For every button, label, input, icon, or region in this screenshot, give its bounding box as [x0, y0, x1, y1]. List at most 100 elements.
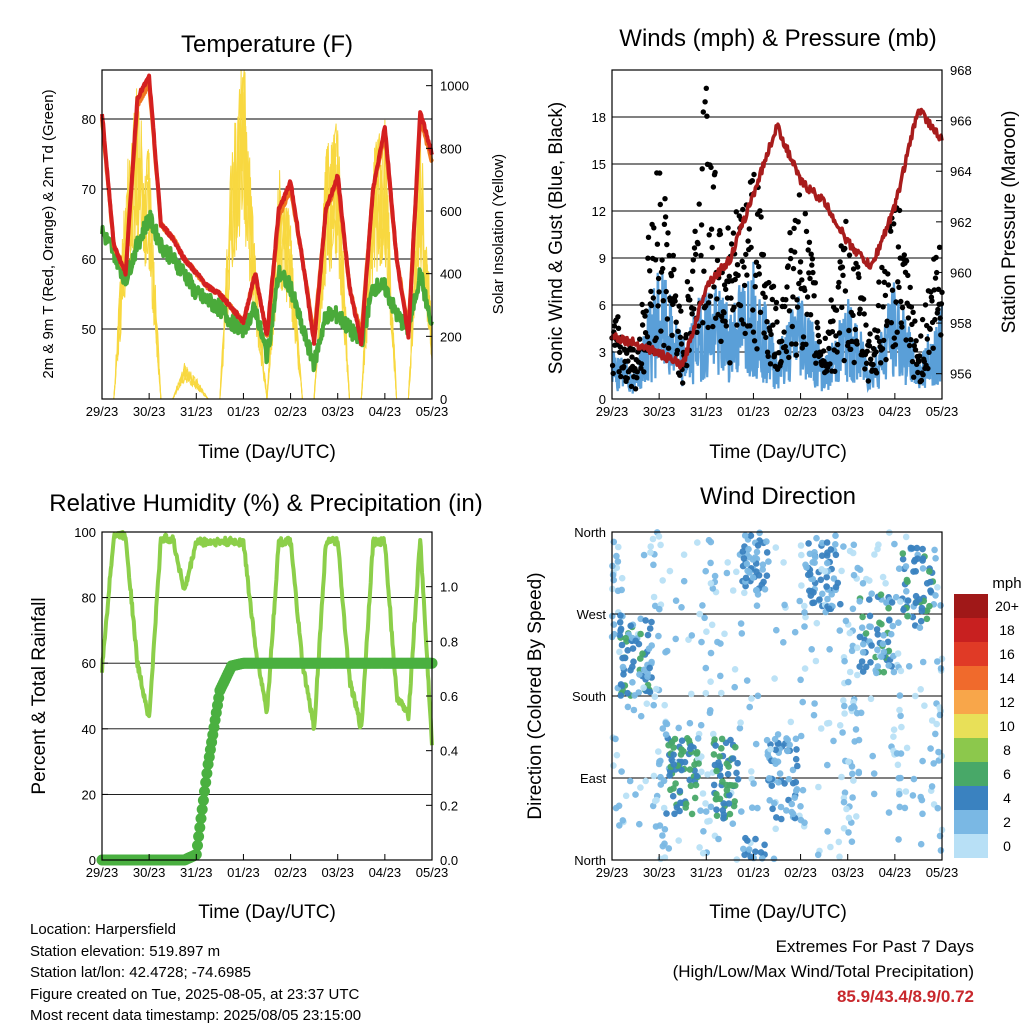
gust-point — [641, 369, 647, 375]
gust-point — [766, 279, 772, 286]
direction-point — [913, 544, 921, 552]
gust-point — [727, 360, 733, 366]
gust-point — [652, 257, 659, 263]
gust-point — [753, 259, 760, 265]
direction-point — [763, 572, 771, 579]
direction-point — [842, 617, 850, 625]
direction-point — [663, 647, 671, 655]
direction-point — [896, 692, 904, 699]
gust-point — [688, 286, 694, 292]
direction-point — [748, 804, 756, 811]
gust-point — [705, 300, 712, 306]
gust-point — [883, 356, 889, 363]
direction-point — [726, 781, 734, 789]
direction-point — [717, 640, 724, 647]
direction-point — [867, 695, 875, 703]
direction-point — [797, 676, 804, 684]
direction-point — [824, 761, 831, 769]
gust-point — [806, 270, 812, 276]
temp-2m-line — [100, 73, 434, 347]
direction-point — [818, 552, 826, 559]
direction-point — [885, 662, 892, 669]
direction-point — [710, 781, 718, 789]
direction-point — [848, 838, 856, 845]
direction-point — [765, 558, 772, 565]
direction-point — [626, 777, 634, 785]
legend-swatch — [954, 714, 988, 738]
gust-point — [789, 341, 795, 347]
legend-swatch — [954, 666, 988, 690]
gust-point — [851, 359, 857, 366]
direction-point — [934, 804, 942, 812]
direction-point — [781, 601, 788, 609]
direction-point — [720, 815, 727, 822]
direction-point — [898, 723, 905, 731]
direction-point — [753, 586, 760, 594]
gust-point — [702, 99, 708, 105]
gust-point — [796, 280, 802, 287]
direction-point — [832, 541, 839, 548]
gust-point — [784, 284, 790, 290]
direction-point — [657, 773, 664, 781]
direction-title: Wind Direction — [700, 483, 856, 510]
direction-point — [662, 731, 670, 738]
direction-point — [813, 534, 820, 542]
gust-point — [793, 352, 800, 358]
y-tick-label: 18 — [592, 110, 606, 125]
gust-point — [830, 318, 836, 324]
direction-point — [678, 737, 686, 744]
direction-point — [617, 627, 624, 634]
temperature-ylabel-right: Solar Insolation (Yellow) — [490, 154, 507, 314]
gust-point — [660, 265, 666, 272]
direction-point — [656, 822, 664, 829]
station-pressure-series — [610, 107, 944, 370]
gust-point — [899, 304, 906, 311]
direction-point — [784, 747, 791, 755]
gust-point — [645, 234, 652, 240]
direction-point — [697, 721, 705, 729]
gust-point — [870, 361, 876, 368]
direction-point — [783, 807, 790, 814]
direction-point — [659, 832, 666, 839]
y2-tick-label: 958 — [950, 316, 972, 331]
direction-point — [789, 766, 797, 774]
gust-point — [916, 353, 923, 359]
direction-point — [662, 719, 669, 727]
direction-point — [772, 544, 780, 551]
direction-point — [933, 720, 940, 728]
direction-point — [726, 810, 734, 818]
gust-point — [655, 303, 661, 309]
gust-point — [807, 312, 814, 318]
direction-point — [856, 663, 863, 670]
rh-series — [100, 530, 434, 746]
direction-point — [846, 629, 854, 637]
direction-point — [799, 786, 807, 794]
y-tick-label: 80 — [82, 112, 96, 127]
gust-point — [893, 299, 899, 305]
direction-point — [707, 678, 714, 685]
gust-point — [809, 262, 815, 268]
y2-tick-label: 600 — [440, 204, 462, 219]
winds-ylabel-right: Station Pressure (Maroon) — [999, 111, 1020, 334]
direction-point — [785, 775, 793, 783]
direction-point — [619, 817, 627, 824]
direction-point — [729, 755, 737, 762]
direction-point — [935, 748, 942, 756]
direction-point — [650, 772, 658, 780]
direction-point — [799, 698, 806, 706]
gust-point — [758, 214, 764, 220]
direction-point — [887, 630, 895, 638]
direction-point — [880, 668, 888, 676]
gust-point — [741, 282, 748, 289]
extremes-subtitle: (High/Low/Max Wind/Total Precipitation) — [672, 962, 974, 981]
direction-point — [713, 767, 720, 775]
direction-point — [904, 597, 912, 604]
direction-point — [912, 692, 919, 700]
direction-point — [655, 748, 662, 755]
gust-point — [754, 346, 760, 352]
direction-point — [613, 552, 620, 560]
direction-point — [823, 720, 831, 727]
gust-point — [708, 164, 714, 171]
x-tick-label: 03/23 — [831, 404, 864, 419]
direction-point — [882, 580, 889, 587]
